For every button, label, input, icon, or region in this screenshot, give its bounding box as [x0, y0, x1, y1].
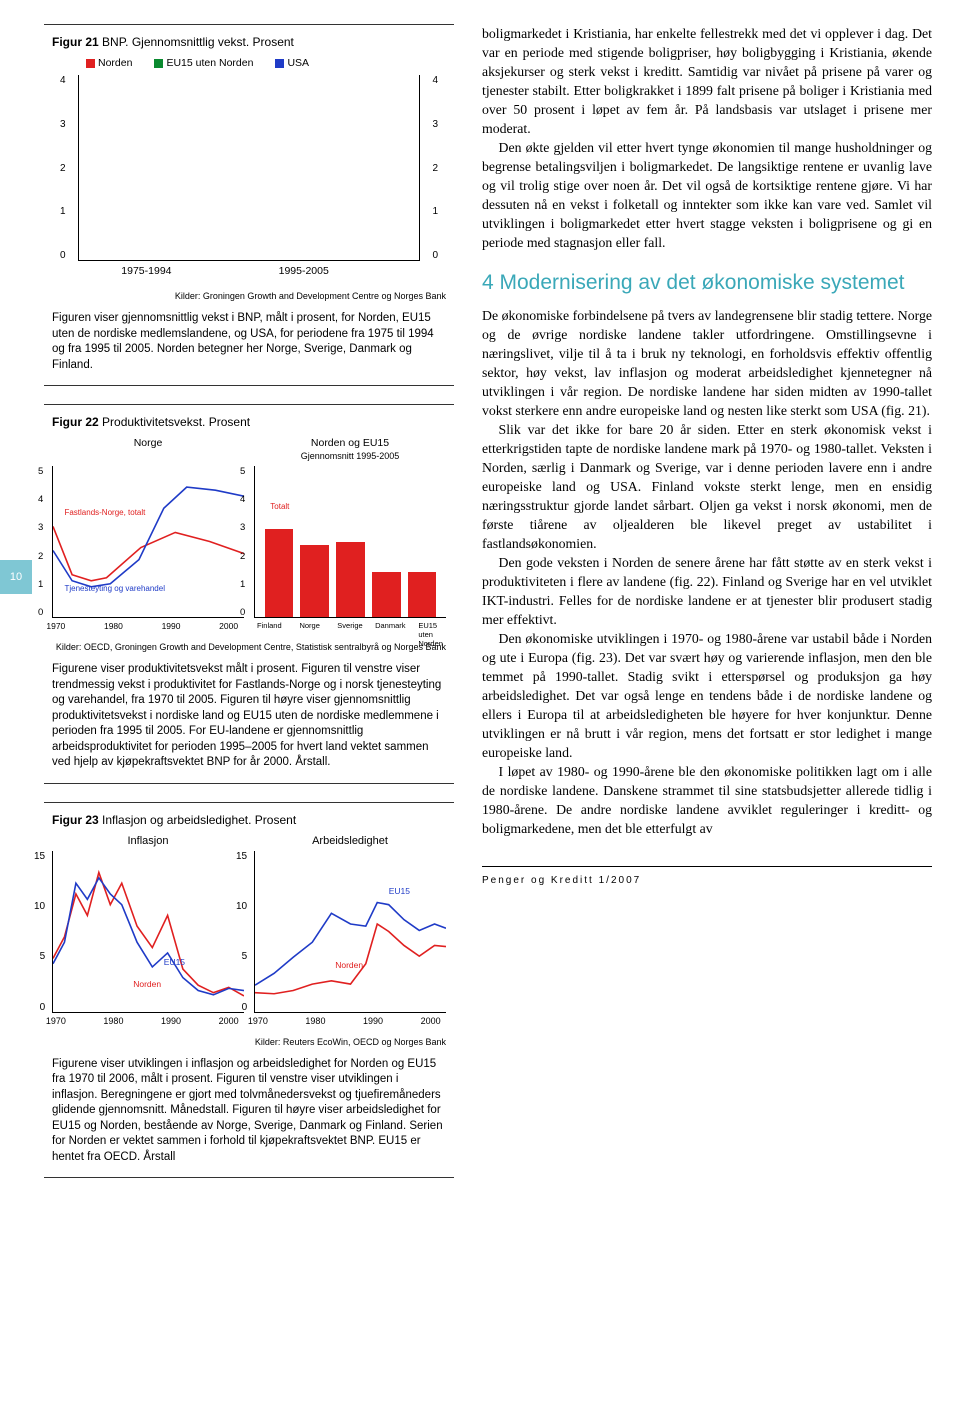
figure-22-right-sub2: Gjennomsnitt 1995-2005 [254, 451, 446, 462]
figure-22-left-panel: Norge 543210 Fastlands-Norge, totalt Tje… [52, 437, 244, 636]
body-p3: De økonomiske forbindelsene på tvers av … [482, 306, 932, 420]
figure-22-right-sub: Norden og EU15 [254, 437, 446, 449]
figure-23-right-panel: Arbeidsledighet 151050 EU15 Norden 19701… [254, 835, 446, 1031]
body-p4: Slik var det ikke for bare 20 år siden. … [482, 420, 932, 553]
figure-21-legend: NordenEU15 uten NordenUSA [52, 57, 446, 69]
page-number: 10 [0, 560, 32, 594]
figure-23-caption: Figurene viser utviklingen i inflasjon o… [52, 1057, 446, 1166]
figure-21-source: Kilder: Groningen Growth and Development… [52, 291, 446, 301]
footer: Penger og Kreditt 1/2007 [482, 866, 932, 886]
body-p2: Den økte gjelden vil etter hvert tynge ø… [482, 138, 932, 252]
figure-22-title: Figur 22 Produktivitetsvekst. Prosent [52, 415, 446, 429]
figure-22: Figur 22 Produktivitetsvekst. Prosent No… [44, 404, 454, 784]
figure-23-title: Figur 23 Inflasjon og arbeidsledighet. P… [52, 813, 446, 827]
body-p6: Den økonomiske utviklingen i 1970- og 19… [482, 629, 932, 762]
figure-21-plot: 43210 43210 1975-19941995-2005 [78, 75, 420, 285]
figure-23-left-sub: Inflasjon [52, 835, 244, 847]
body-p5: Den gode veksten i Norden de senere åren… [482, 553, 932, 629]
figure-22-left-sub: Norge [52, 437, 244, 449]
figure-21: Figur 21 BNP. Gjennomsnittlig vekst. Pro… [44, 24, 454, 386]
figure-23-right-sub: Arbeidsledighet [254, 835, 446, 847]
figure-21-caption: Figuren viser gjennomsnittlig vekst i BN… [52, 311, 446, 373]
figure-22-caption: Figurene viser produktivitetsvekst målt … [52, 662, 446, 771]
figure-22-source: Kilder: OECD, Groningen Growth and Devel… [52, 642, 446, 652]
figure-23-source: Kilder: Reuters EcoWin, OECD og Norges B… [52, 1037, 446, 1047]
section-heading: 4 Modernisering av det økonomiske system… [482, 270, 932, 295]
figure-22-left-sub2 [52, 451, 244, 462]
figure-22-right-panel: Norden og EU15 Gjennomsnitt 1995-2005 54… [254, 437, 446, 636]
figure-23-left-panel: Inflasjon 151050 EU15 Norden 19701980199… [52, 835, 244, 1031]
figure-21-title: Figur 21 BNP. Gjennomsnittlig vekst. Pro… [52, 35, 446, 49]
body-p7: I løpet av 1980- og 1990-årene ble den ø… [482, 762, 932, 838]
figure-23: Figur 23 Inflasjon og arbeidsledighet. P… [44, 802, 454, 1179]
body-p1: boligmarkedet i Kristiania, har enkelte … [482, 24, 932, 138]
